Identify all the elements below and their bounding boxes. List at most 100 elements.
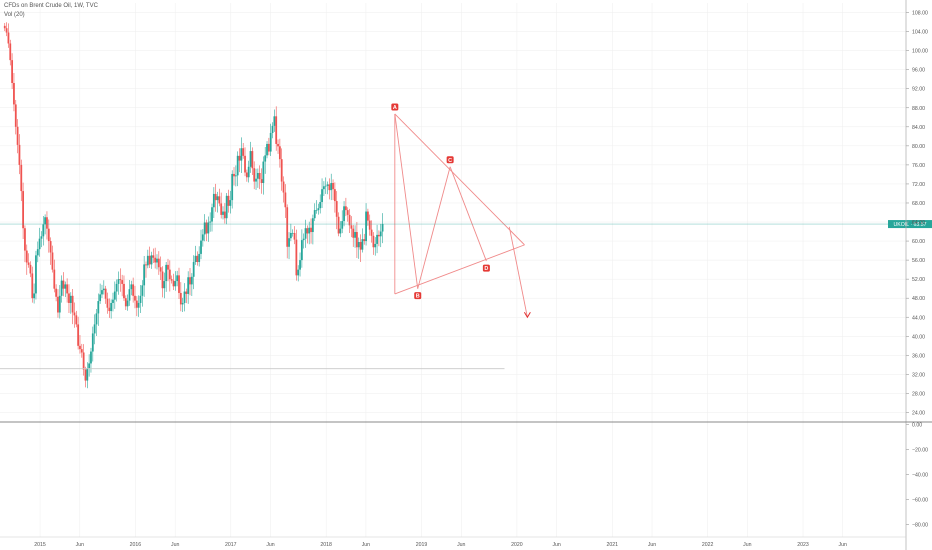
- candle: [174, 281, 177, 287]
- candle: [363, 239, 366, 242]
- candle: [269, 132, 272, 152]
- y-tick-label: 32.00: [912, 372, 925, 378]
- candle: [36, 249, 39, 256]
- candle: [49, 241, 52, 253]
- candle: [156, 258, 158, 263]
- candle: [143, 264, 146, 286]
- candle: [7, 32, 10, 44]
- candle: [9, 43, 12, 61]
- candle: [231, 173, 234, 201]
- candle: [75, 315, 78, 325]
- candle: [130, 284, 133, 290]
- candle: [229, 200, 232, 206]
- candle: [313, 210, 316, 219]
- pattern-point-marker: [414, 292, 422, 300]
- candle: [203, 222, 206, 235]
- candle: [163, 281, 166, 289]
- candle: [233, 173, 235, 177]
- x-tick-label: 2017: [225, 542, 237, 548]
- candle: [300, 240, 303, 261]
- candle: [365, 211, 367, 242]
- candle: [359, 242, 362, 250]
- candle: [189, 277, 191, 285]
- candle: [62, 280, 65, 289]
- candle: [322, 186, 325, 190]
- candle: [374, 243, 377, 248]
- y-tick-label: 100.00: [912, 49, 928, 55]
- pattern-line: [394, 113, 419, 289]
- candle: [317, 208, 320, 211]
- candle: [181, 302, 184, 305]
- x-tick-label: Jun: [76, 542, 84, 548]
- candle: [381, 223, 384, 232]
- candle: [46, 217, 48, 229]
- candle: [178, 275, 180, 293]
- pattern-line: [394, 113, 525, 246]
- candle: [299, 260, 301, 270]
- candle: [238, 155, 241, 161]
- vol-tick-label: −40.00: [912, 473, 928, 479]
- candle: [225, 195, 228, 219]
- candle: [145, 264, 147, 266]
- candle: [35, 255, 37, 294]
- candle: [295, 239, 298, 276]
- y-tick-label: 40.00: [912, 334, 925, 340]
- candle: [346, 210, 349, 215]
- candle: [227, 195, 230, 206]
- candle: [273, 116, 276, 126]
- x-tick-label: 2016: [130, 542, 142, 548]
- pattern-point-label: C: [448, 158, 452, 164]
- candle: [222, 211, 224, 215]
- candle: [357, 242, 360, 248]
- candle: [315, 210, 318, 211]
- candle: [5, 28, 8, 33]
- candle: [3, 25, 6, 29]
- candle: [159, 267, 162, 272]
- candle: [126, 300, 129, 307]
- x-tick-label: 2015: [34, 542, 46, 548]
- candle: [44, 217, 47, 225]
- candle: [29, 264, 32, 274]
- candle: [328, 184, 331, 191]
- candle: [170, 279, 173, 281]
- candle: [137, 302, 140, 308]
- candle: [251, 151, 254, 169]
- candle: [95, 313, 98, 325]
- vol-tick-label: −80.00: [912, 523, 928, 529]
- candle: [200, 240, 202, 254]
- candle: [321, 189, 323, 203]
- candle: [112, 299, 114, 303]
- candle: [352, 228, 355, 238]
- candle: [216, 196, 219, 201]
- candle: [152, 255, 155, 258]
- pattern-line: [449, 166, 487, 262]
- chart-title: CFDs on Brent Crude Oil, 1W, TVC: [4, 3, 98, 9]
- x-tick-label: Jun: [457, 542, 465, 548]
- candle: [361, 239, 364, 250]
- candle: [201, 234, 204, 241]
- candle: [207, 222, 210, 234]
- x-tick-label: 2021: [606, 542, 618, 548]
- candle: [266, 143, 268, 156]
- candle: [348, 214, 351, 226]
- projection-arrowhead: [523, 311, 531, 319]
- candle: [378, 234, 380, 237]
- candle: [168, 269, 171, 280]
- candle: [240, 148, 243, 161]
- x-tick-label: Jun: [839, 542, 847, 548]
- candle: [286, 207, 289, 247]
- candle: [84, 369, 87, 381]
- candle: [33, 293, 36, 299]
- candle: [99, 294, 102, 302]
- candle: [106, 298, 109, 308]
- candle: [40, 236, 43, 239]
- candle: [25, 250, 28, 263]
- candle: [24, 228, 26, 251]
- x-tick-label: Jun: [362, 542, 370, 548]
- candle: [11, 60, 14, 83]
- candle: [234, 175, 237, 177]
- pattern-drawing: A B C D: [0, 103, 531, 370]
- candle: [185, 291, 188, 294]
- x-tick-label: 2022: [702, 542, 714, 548]
